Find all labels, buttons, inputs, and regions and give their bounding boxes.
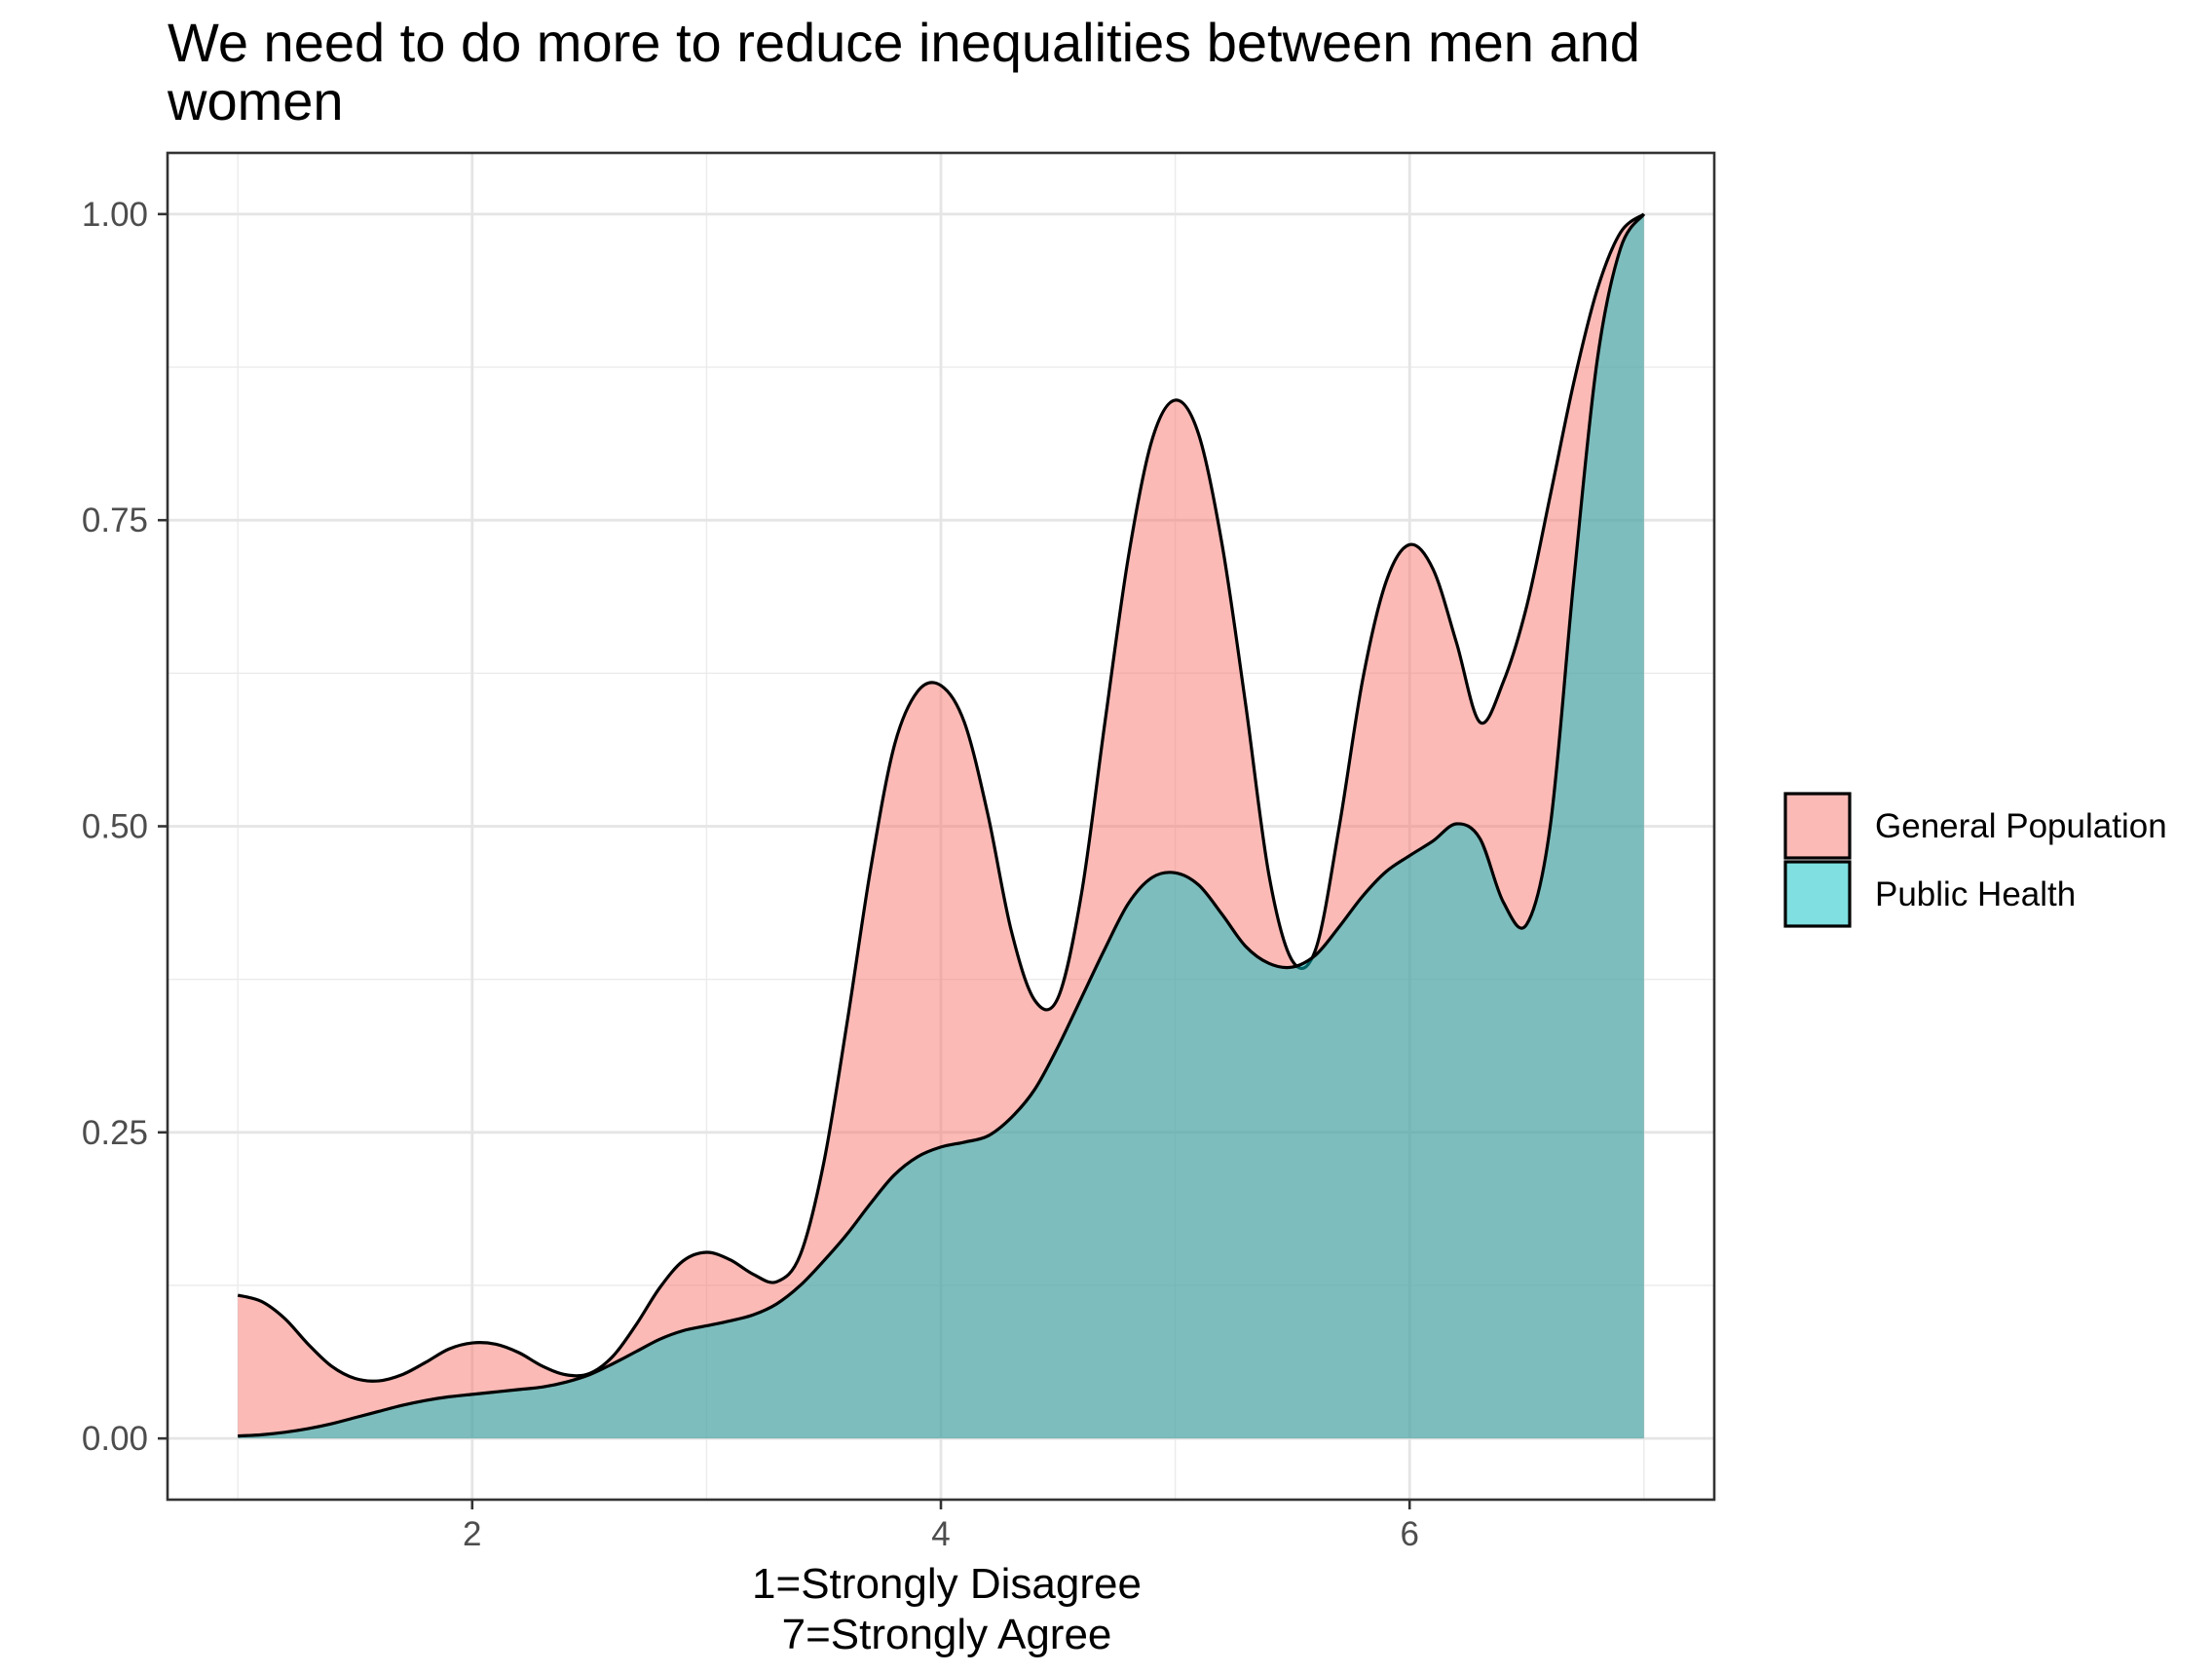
chart-title: We need to do more to reduce inequalitie… <box>168 12 1640 131</box>
density-line-general-population <box>237 212 1645 1383</box>
y-tick-label: 0.75 <box>82 502 148 539</box>
legend-label-general-population: General Population <box>1875 807 2167 845</box>
y-tick-label: 0.00 <box>82 1420 148 1458</box>
x-tick-label: 2 <box>463 1515 481 1553</box>
x-tick-label: 6 <box>1400 1515 1418 1553</box>
y-tick-label: 0.50 <box>82 808 148 846</box>
legend-label-public-health: Public Health <box>1875 875 2076 913</box>
x-axis-title: 1=Strongly Disagree 7=Strongly Agree <box>752 1560 1142 1658</box>
density-line-public-health <box>238 212 1646 1438</box>
x-tick-label: 4 <box>931 1515 950 1553</box>
axis-layer: 2 4 6 0.00 0.25 0.50 0.75 1.00 <box>82 196 1419 1553</box>
legend: General Population Public Health <box>1783 792 2167 928</box>
y-tick-label: 1.00 <box>82 196 148 234</box>
area-layer <box>237 212 1646 1439</box>
y-tick-label: 0.25 <box>82 1114 148 1152</box>
legend-key-public-health <box>1783 860 1852 928</box>
area-public-health <box>238 213 1644 1439</box>
legend-key-general-population <box>1783 792 1852 860</box>
